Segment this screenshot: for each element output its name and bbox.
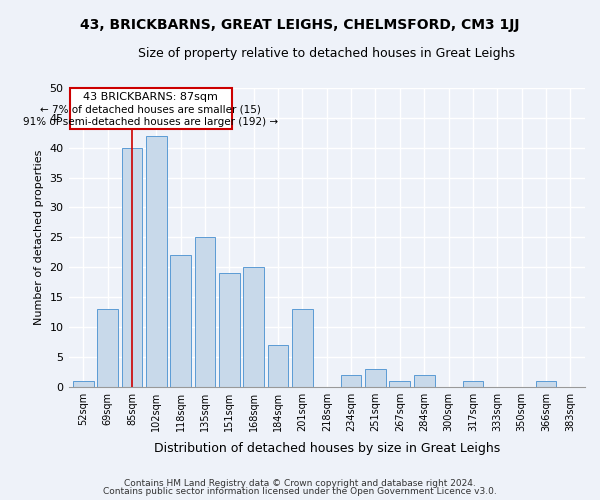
Bar [97, 309, 118, 386]
Bar [170, 256, 191, 386]
Y-axis label: Number of detached properties: Number of detached properties [34, 150, 44, 325]
Bar [268, 345, 289, 387]
Bar [244, 267, 264, 386]
Bar [122, 148, 142, 386]
Bar [463, 380, 483, 386]
Bar [341, 374, 361, 386]
Bar [389, 380, 410, 386]
Bar [146, 136, 167, 386]
Bar [219, 273, 239, 386]
Text: 43 BRICKBARNS: 87sqm: 43 BRICKBARNS: 87sqm [83, 92, 218, 102]
Title: Size of property relative to detached houses in Great Leighs: Size of property relative to detached ho… [138, 48, 515, 60]
Bar [194, 238, 215, 386]
Text: Contains public sector information licensed under the Open Government Licence v3: Contains public sector information licen… [103, 487, 497, 496]
FancyBboxPatch shape [70, 88, 232, 128]
Bar [414, 374, 434, 386]
Text: ← 7% of detached houses are smaller (15): ← 7% of detached houses are smaller (15) [40, 104, 261, 114]
Text: 43, BRICKBARNS, GREAT LEIGHS, CHELMSFORD, CM3 1JJ: 43, BRICKBARNS, GREAT LEIGHS, CHELMSFORD… [80, 18, 520, 32]
Bar [73, 380, 94, 386]
X-axis label: Distribution of detached houses by size in Great Leighs: Distribution of detached houses by size … [154, 442, 500, 455]
Text: 91% of semi-detached houses are larger (192) →: 91% of semi-detached houses are larger (… [23, 116, 278, 126]
Text: Contains HM Land Registry data © Crown copyright and database right 2024.: Contains HM Land Registry data © Crown c… [124, 478, 476, 488]
Bar [365, 368, 386, 386]
Bar [536, 380, 556, 386]
Bar [292, 309, 313, 386]
